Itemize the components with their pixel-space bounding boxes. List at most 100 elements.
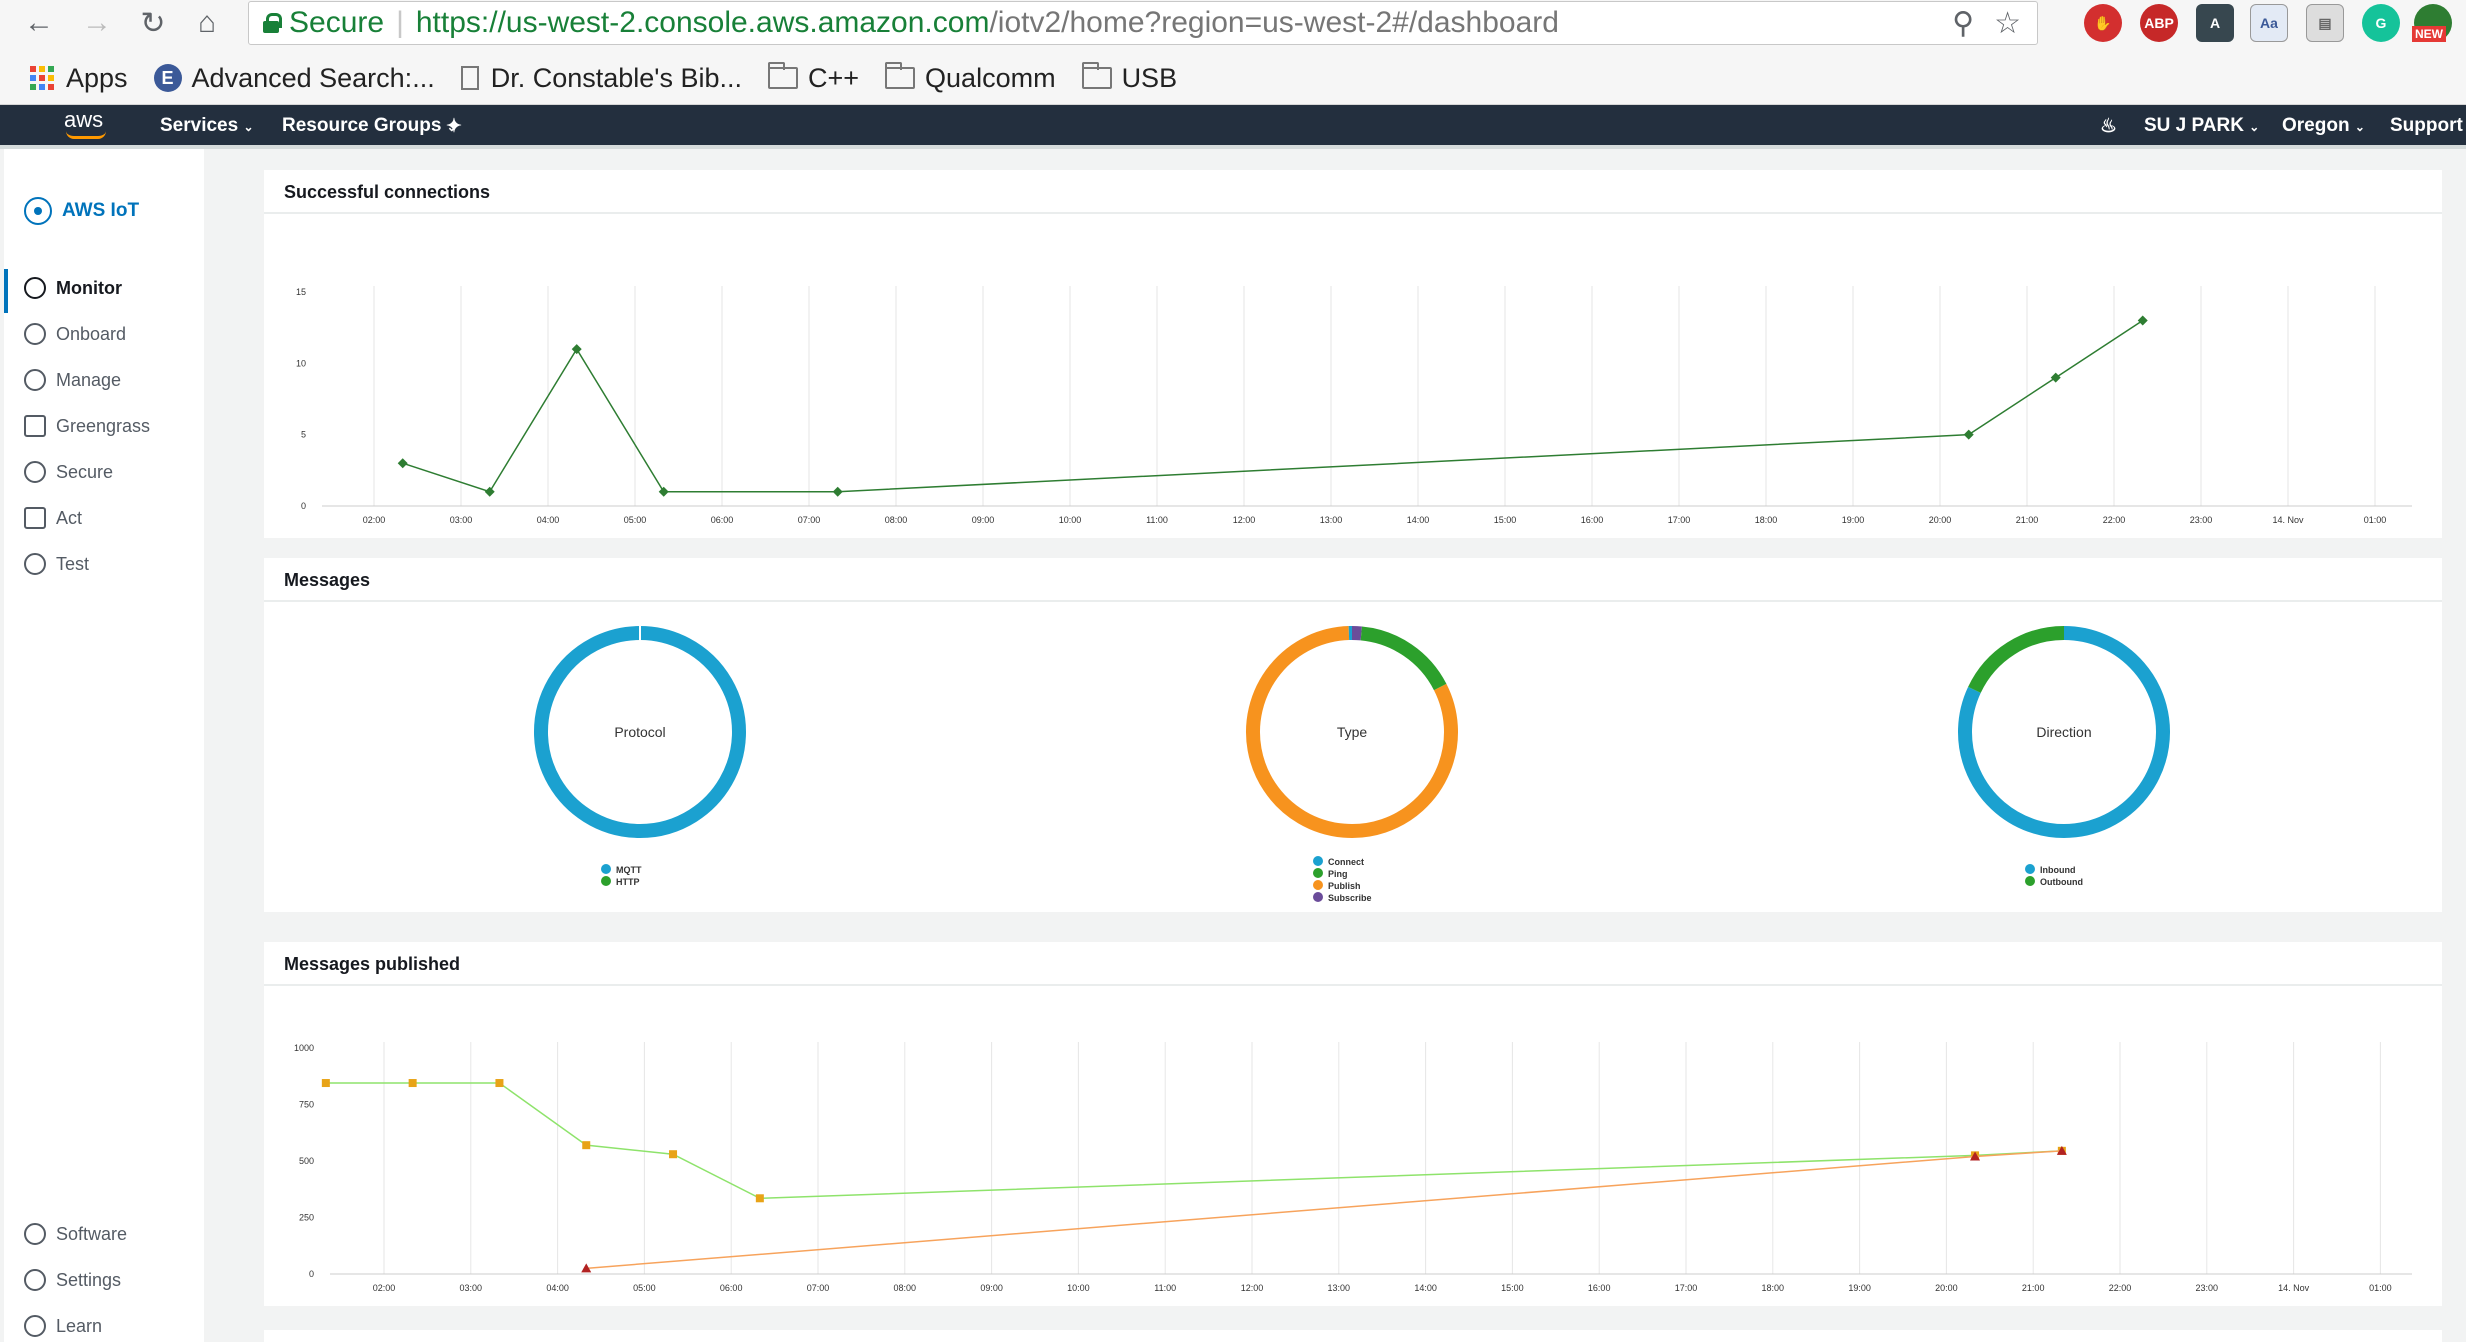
url-origin: https://us-west-2.console.aws.amazon.com bbox=[415, 6, 990, 39]
connections-panel: Successful connections 02:00 03:00 04:00 05… bbox=[264, 170, 2442, 553]
region-menu[interactable]: Oregon ⌄ bbox=[2282, 115, 2365, 137]
nav-divider bbox=[0, 145, 2466, 149]
reload-icon[interactable]: ↻ bbox=[140, 6, 166, 40]
sidebar-item-label: Monitor bbox=[56, 277, 122, 298]
donut-slice bbox=[1360, 626, 1447, 691]
legend-marker bbox=[1313, 892, 1323, 902]
aws-logo[interactable]: aws bbox=[64, 107, 104, 132]
x-tick-label: 19:00 bbox=[1842, 515, 1865, 525]
bookmark-advanced-search[interactable]: E Advanced Search:... bbox=[153, 62, 435, 94]
adblock-extension-icon[interactable]: ABP bbox=[2140, 4, 2178, 42]
services-label: Services bbox=[160, 115, 239, 136]
translate-extension-icon[interactable]: A bbox=[2196, 4, 2234, 42]
sidebar-item-secure[interactable]: Secure bbox=[24, 461, 113, 483]
bell-icon[interactable]: ♨ bbox=[2100, 116, 2118, 137]
sidebar-item-act[interactable]: Act bbox=[24, 507, 82, 529]
bookmark-label: Advanced Search:... bbox=[191, 62, 435, 93]
sidebar-item-label: Settings bbox=[56, 1269, 122, 1290]
y-tick-label: 15 bbox=[296, 287, 306, 297]
legend-marker bbox=[1313, 880, 1323, 890]
x-tick-label: 13:00 bbox=[1328, 1283, 1351, 1293]
y-tick-label: 5 bbox=[301, 430, 306, 440]
new-extension-icon[interactable]: NEW bbox=[2412, 4, 2452, 42]
data-point bbox=[1970, 1151, 1981, 1161]
panel-title: Successful connections bbox=[264, 170, 2442, 214]
data-point bbox=[2056, 1145, 2067, 1155]
secure-label: Secure bbox=[289, 6, 385, 39]
dictionary-extension-icon[interactable]: Aa bbox=[2250, 4, 2288, 42]
x-tick-label: 18:00 bbox=[1762, 1283, 1785, 1293]
aws-iot-brand[interactable]: AWS IoT bbox=[24, 197, 139, 225]
legend-label: HTTP bbox=[616, 877, 640, 887]
legend-label: Subscribe bbox=[1328, 893, 1372, 903]
bookmark-folder-usb[interactable]: USB bbox=[1081, 62, 1177, 94]
x-tick-label: 07:00 bbox=[807, 1283, 830, 1293]
donut-title: Type bbox=[1337, 724, 1368, 740]
x-tick-label: 16:00 bbox=[1588, 1283, 1611, 1293]
reader-extension-icon[interactable]: ▤ bbox=[2306, 4, 2344, 42]
data-point bbox=[484, 486, 495, 497]
lock-icon bbox=[24, 461, 46, 483]
bookmark-apps[interactable]: Apps bbox=[0, 63, 128, 94]
bookmark-dr-constable[interactable]: Dr. Constable's Bib... bbox=[460, 62, 742, 94]
sidebar-item-greengrass[interactable]: Greengrass bbox=[24, 415, 150, 437]
hand-extension-icon[interactable]: ✋ bbox=[2084, 4, 2122, 42]
data-point bbox=[495, 1079, 504, 1088]
sidebar-item-label: Manage bbox=[56, 369, 122, 390]
omnibox-divider: | bbox=[396, 6, 404, 39]
sidebar-item-software[interactable]: Software bbox=[24, 1223, 127, 1245]
data-point bbox=[2137, 315, 2148, 326]
bookmark-star-icon[interactable]: ☆ bbox=[1994, 7, 2021, 40]
x-tick-label: 06:00 bbox=[711, 515, 734, 525]
x-tick-label: 01:00 bbox=[2369, 1283, 2392, 1293]
connections-chart: 02:00 03:00 04:00 05:00 06:00 07:00 08:00 09:00… bbox=[296, 286, 2412, 553]
sidebar-item-test[interactable]: Test bbox=[24, 553, 89, 575]
chevron-down-icon: ⌄ bbox=[243, 120, 254, 134]
bookmark-folder-cpp[interactable]: C++ bbox=[767, 62, 859, 94]
x-tick-label: 05:00 bbox=[633, 1283, 656, 1293]
series-line bbox=[402, 319, 2144, 493]
support-label: Support bbox=[2390, 115, 2463, 136]
x-tick-label: 23:00 bbox=[2190, 515, 2213, 525]
sidebar-item-manage[interactable]: Manage bbox=[24, 369, 121, 391]
sidebar-item-settings[interactable]: Settings bbox=[24, 1269, 121, 1291]
legend-label: Outbound bbox=[2040, 877, 2083, 887]
bookmark-folder-qualcomm[interactable]: Qualcomm bbox=[885, 62, 1056, 94]
account-menu[interactable]: SU J PARK ⌄ bbox=[2144, 115, 2259, 137]
data-point bbox=[1963, 429, 1974, 440]
x-tick-label: 14:00 bbox=[1407, 515, 1430, 525]
sidebar-item-learn[interactable]: Learn bbox=[24, 1315, 102, 1337]
sidebar-item-label: Secure bbox=[56, 461, 114, 482]
info-icon bbox=[24, 1315, 46, 1337]
download-icon bbox=[24, 1223, 46, 1245]
y-tick-label: 250 bbox=[299, 1213, 314, 1223]
forward-icon[interactable]: → bbox=[82, 6, 112, 39]
sidebar-item-label: Test bbox=[56, 553, 90, 574]
back-icon[interactable]: ← bbox=[24, 6, 54, 39]
x-tick-label: 18:00 bbox=[1755, 515, 1778, 525]
support-menu[interactable]: Support bbox=[2390, 115, 2463, 137]
donut-title: Direction bbox=[2036, 724, 2091, 740]
aws-smile-icon bbox=[66, 131, 106, 139]
sidebar-item-onboard[interactable]: Onboard bbox=[24, 323, 126, 345]
services-menu[interactable]: Services ⌄ bbox=[160, 115, 254, 137]
pin-icon[interactable]: ✦ bbox=[446, 116, 462, 137]
sidebar: AWS IoT Monitor Onboard Manage Greengras… bbox=[4, 149, 204, 1342]
data-point bbox=[2050, 372, 2061, 383]
sidebar-item-monitor[interactable]: Monitor bbox=[24, 277, 122, 299]
grammarly-extension-icon[interactable]: G bbox=[2362, 4, 2400, 42]
address-bar[interactable]: Secure | https://us-west-2.console.aws.a… bbox=[248, 1, 2038, 45]
cloud-upload-icon bbox=[24, 323, 46, 345]
zoom-icon[interactable]: ⚲ bbox=[1952, 7, 1975, 40]
series-line bbox=[325, 1082, 2062, 1200]
panel-title: Messages bbox=[264, 558, 2442, 602]
resource-groups-menu[interactable]: Resource Groups ⌄ bbox=[282, 115, 457, 137]
home-icon[interactable]: ⌂ bbox=[197, 6, 217, 39]
donut-slice bbox=[1958, 626, 2170, 838]
bookmark-label: Dr. Constable's Bib... bbox=[490, 62, 742, 93]
y-tick-label: 750 bbox=[299, 1100, 314, 1110]
x-tick-label: 22:00 bbox=[2109, 1283, 2132, 1293]
x-tick-label: 04:00 bbox=[537, 515, 560, 525]
panel-title: Messages published bbox=[264, 942, 2442, 986]
data-point bbox=[669, 1150, 678, 1159]
